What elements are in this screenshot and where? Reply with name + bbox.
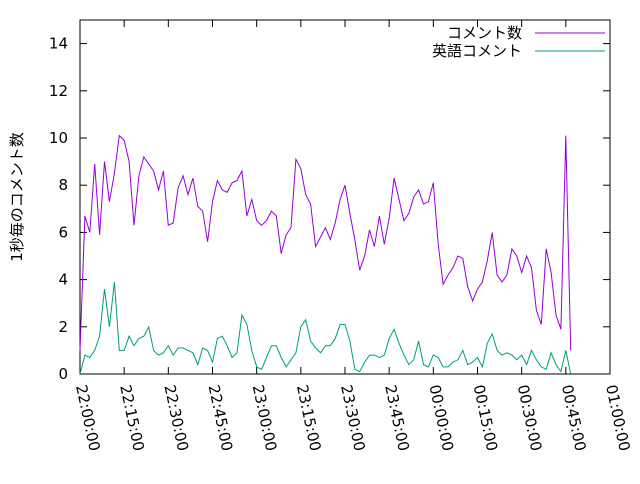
y-tick-label: 2 bbox=[58, 318, 68, 336]
y-tick-label: 8 bbox=[58, 176, 68, 194]
y-tick-label: 0 bbox=[58, 365, 68, 383]
series-line bbox=[79, 134, 572, 351]
y-tick-label: 4 bbox=[58, 271, 68, 289]
y-tick-label: 12 bbox=[49, 82, 68, 100]
y-axis-label: 1秒毎のコメント数 bbox=[8, 132, 26, 262]
series-line bbox=[79, 281, 572, 375]
legend-label: 英語コメント bbox=[432, 42, 522, 60]
y-tick-label: 6 bbox=[58, 223, 68, 241]
plot-border bbox=[79, 19, 611, 375]
y-tick-label: 10 bbox=[49, 129, 68, 147]
legend-label: コメント数 bbox=[447, 24, 522, 42]
y-tick-label: 14 bbox=[49, 35, 68, 53]
